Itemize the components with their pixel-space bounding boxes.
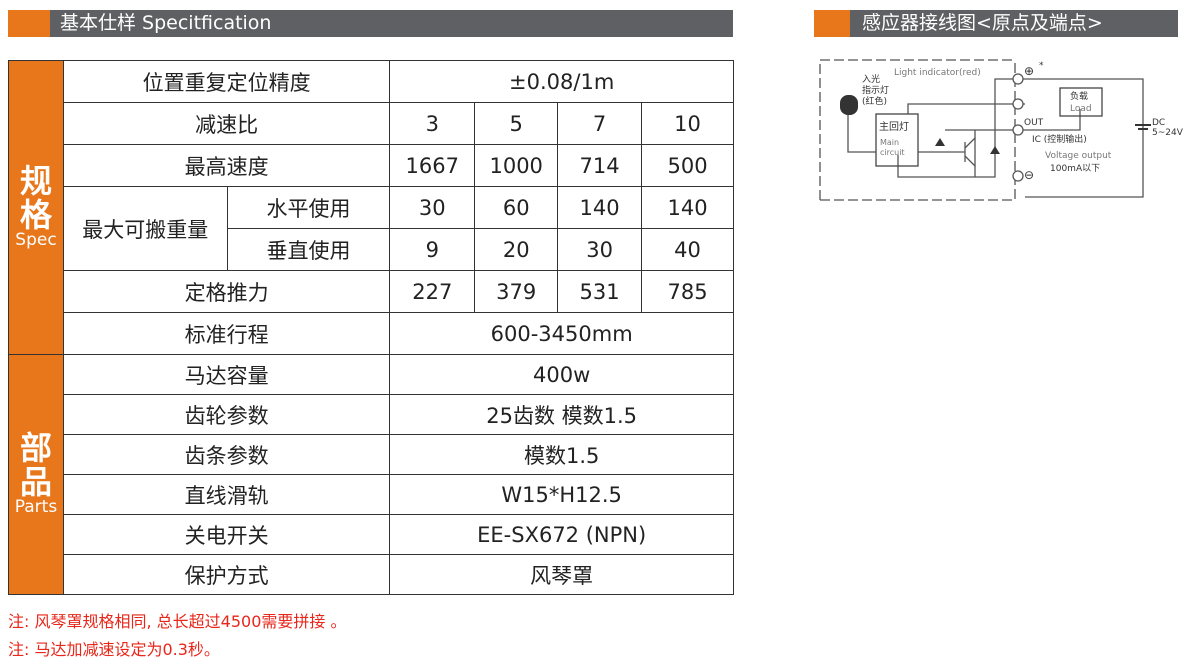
table-row: 部品 Parts 马达容量 400w — [8, 354, 734, 595]
light-indicator-label: Light indicator(red) — [894, 68, 981, 78]
cell: 1000 — [474, 144, 559, 187]
header-accent — [8, 10, 50, 37]
spec-group-label: 规格 Spec — [8, 60, 64, 355]
table-row: 齿条参数 模数1.5 — [9, 434, 734, 475]
cell: 140 — [641, 186, 734, 229]
table-row: 直线滑轨 W15*H12.5 — [9, 474, 734, 515]
cell: 10 — [641, 102, 734, 145]
table-row: 关电开关 EE-SX672 (NPN) — [9, 514, 734, 555]
table-row: 保护方式 风琴罩 — [9, 554, 734, 595]
ic-label: IC (控制输出) — [1032, 133, 1087, 145]
row-label: 位置重复定位精度 — [62, 60, 391, 103]
row-label: 标准行程 — [62, 312, 391, 355]
wiring-title: 感应器接线图<原点及端点> — [862, 12, 1103, 34]
row-label: 减速比 — [62, 102, 391, 145]
table-row: 最高速度 1667 1000 714 500 — [9, 144, 734, 187]
cell: 785 — [641, 270, 734, 313]
led-icon — [840, 95, 858, 115]
wiring-diagram: Light indicator(red) Main circuit Load V… — [819, 59, 1184, 201]
cell: 379 — [474, 270, 559, 313]
table-row: 齿轮参数 25齿数 模数1.5 — [9, 394, 734, 435]
load-en: Load — [1070, 104, 1092, 114]
cell: 9 — [389, 228, 476, 271]
main-circuit-cn: 主回灯 — [879, 121, 909, 133]
cell: 7 — [557, 102, 643, 145]
minus-terminal-icon: ⊖ — [1024, 168, 1034, 182]
incident-cn3: (红色) — [862, 95, 887, 107]
cell: 500 — [641, 144, 734, 187]
cell: 20 — [474, 228, 559, 271]
table-row: 垂直使用 9 20 30 40 — [9, 228, 734, 271]
spec-section-header: 基本仕样 Specitfication — [8, 10, 733, 37]
row-label: 定格推力 — [62, 270, 391, 313]
cell: 30 — [389, 186, 476, 229]
row-label: 最高速度 — [62, 144, 391, 187]
row-value: 25齿数 模数1.5 — [389, 394, 734, 435]
cell: 40 — [641, 228, 734, 271]
row-value: 风琴罩 — [389, 554, 734, 595]
cell: 714 — [557, 144, 643, 187]
cell: 1667 — [389, 144, 476, 187]
wiring-section-header: 感应器接线图<原点及端点> — [814, 10, 1178, 37]
table-row: 定格推力 227 379 531 785 — [9, 270, 734, 313]
cell: 60 — [474, 186, 559, 229]
row-label: 关电开关 — [62, 514, 391, 555]
cell: 5 — [474, 102, 559, 145]
cell: 531 — [557, 270, 643, 313]
cell: 140 — [557, 186, 643, 229]
dc-voltage: 5~24V — [1152, 128, 1184, 138]
current-label: 100mA以下 — [1050, 164, 1100, 174]
table-row: 规格 Spec 位置重复定位精度 ±0.08/1m — [8, 60, 734, 355]
incident-cn2: 指示灯 — [862, 84, 889, 96]
main-circuit-en1: Main — [880, 138, 899, 147]
row-value: ±0.08/1m — [389, 60, 734, 103]
spec-table: 规格 Spec 位置重复定位精度 ±0.08/1m 减速比 3 5 7 10 最高速度 … — [8, 60, 734, 595]
row-label: 保护方式 — [62, 554, 391, 595]
main-circuit-en2: circuit — [880, 148, 905, 157]
row-label: 最大可搬重量 — [62, 186, 228, 271]
row-label: 齿条参数 — [62, 434, 391, 475]
row-label: 直线滑轨 — [62, 474, 391, 515]
table-row: 最大可搬重量 水平使用 30 60 140 140 — [9, 186, 734, 271]
voltage-output: Voltage output — [1045, 151, 1112, 161]
parts-group-label: 部品 Parts — [8, 354, 64, 595]
table-row: 标准行程 600-3450mm — [9, 312, 734, 355]
cell: 3 — [389, 102, 476, 145]
row-value: W15*H12.5 — [389, 474, 734, 515]
star-mark: * — [1039, 61, 1044, 71]
row-label: 齿轮参数 — [62, 394, 391, 435]
spec-title: 基本仕样 Specitfication — [60, 12, 272, 34]
out-label: OUT — [1024, 118, 1044, 128]
row-value: 600-3450mm — [389, 312, 734, 355]
note-2: 注: 马达加减速设定为0.3秒。 — [8, 640, 220, 659]
header-accent — [814, 10, 850, 37]
sub-label: 垂直使用 — [226, 228, 391, 271]
cell: 227 — [389, 270, 476, 313]
table-row: 减速比 3 5 7 10 — [9, 102, 734, 145]
row-value: 400w — [389, 354, 734, 395]
row-value: 模数1.5 — [389, 434, 734, 475]
note-1: 注: 风琴罩规格相同, 总长超过4500需要拼接 。 — [8, 612, 347, 631]
incident-cn1: 入光 — [862, 73, 880, 85]
load-cn: 负载 — [1070, 90, 1088, 102]
row-value: EE-SX672 (NPN) — [389, 514, 734, 555]
sub-label: 水平使用 — [226, 186, 391, 229]
dc-label: DC — [1152, 118, 1165, 128]
cell: 30 — [557, 228, 643, 271]
plus-terminal-icon: ⊕ — [1024, 64, 1034, 78]
row-label: 马达容量 — [62, 354, 391, 395]
